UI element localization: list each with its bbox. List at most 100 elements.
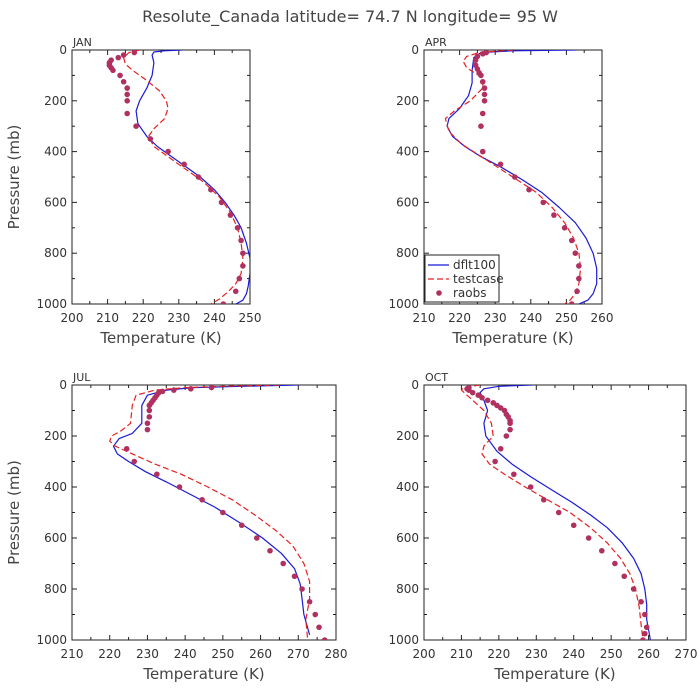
x-tick-label: 220 — [487, 647, 510, 661]
raobs-point — [124, 85, 130, 91]
y-tick-label: 0 — [411, 43, 419, 57]
dflt100-line — [112, 385, 311, 636]
testcase-line — [109, 385, 311, 640]
raobs-point — [220, 509, 226, 516]
y-tick-label: 0 — [59, 43, 67, 57]
plot-area — [109, 385, 328, 640]
raobs-point — [481, 91, 488, 98]
raobs-point — [570, 522, 577, 529]
raobs-point — [568, 301, 575, 304]
y-tick-label: 400 — [44, 480, 67, 494]
y-tick-label: 800 — [44, 246, 67, 260]
x-tick-label: 220 — [98, 647, 121, 661]
raobs-point — [280, 560, 287, 567]
legend-label: raobs — [453, 286, 487, 300]
panel-oct: 200 210 220 230 240 250 260 270 0 200 400 600 800 100… — [388, 371, 697, 683]
x-tick-label: 210 — [61, 647, 84, 661]
raobs-point — [478, 123, 484, 129]
dflt100-line — [479, 385, 651, 640]
raobs-point — [188, 386, 194, 392]
raobs-point — [526, 186, 532, 193]
raobs-point — [171, 387, 177, 393]
x-tick-label: 230 — [167, 311, 190, 325]
y-tick-label: 1000 — [36, 633, 67, 647]
raobs-point — [572, 250, 579, 256]
legend-label: dflt100 — [453, 258, 496, 272]
raobs-point — [540, 496, 547, 503]
raobs-point — [144, 426, 151, 433]
panel-label: JUL — [72, 371, 91, 384]
y-tick-label: 600 — [396, 195, 419, 209]
x-tick-label: 230 — [136, 647, 159, 661]
x-tick-label: 240 — [562, 647, 585, 661]
raobs-point — [120, 52, 127, 58]
raobs-point — [478, 72, 484, 79]
raobs-point — [585, 535, 592, 541]
raobs-point — [576, 275, 582, 282]
x-tick-label: 250 — [555, 311, 578, 325]
raobs-point — [306, 598, 313, 605]
dflt100-line — [135, 50, 250, 304]
raobs-point — [154, 471, 160, 478]
raobs-point — [123, 445, 130, 452]
raobs-point — [481, 98, 488, 104]
raobs-point — [503, 433, 510, 439]
raobs-point — [176, 484, 183, 490]
raobs-point — [484, 397, 491, 404]
raobs-point — [511, 174, 518, 180]
raobs-point — [147, 136, 154, 142]
legend-raobs-marker — [436, 290, 442, 296]
raobs-point — [220, 301, 227, 304]
raobs-point — [253, 535, 260, 541]
x-tick-label: 230 — [525, 647, 548, 661]
raobs-point — [146, 407, 153, 414]
raobs-point — [507, 420, 513, 427]
raobs-point — [181, 161, 187, 168]
raobs-point — [146, 402, 153, 409]
raobs-point — [621, 573, 628, 580]
x-tick-label: 250 — [600, 647, 623, 661]
raobs-point — [291, 573, 298, 580]
raobs-point — [240, 250, 246, 256]
x-tick-label: 240 — [519, 311, 542, 325]
raobs-point — [238, 237, 244, 244]
raobs-point — [299, 586, 305, 592]
raobs-point — [208, 385, 215, 391]
raobs-point — [124, 91, 130, 98]
y-tick-label: 800 — [44, 582, 67, 596]
y-tick-label: 400 — [396, 145, 419, 159]
raobs-point — [561, 225, 568, 231]
x-tick-label: 260 — [637, 647, 660, 661]
y-tick-label: 600 — [44, 195, 67, 209]
x-axis-label: Temperature (K) — [142, 665, 264, 683]
raobs-point — [267, 547, 273, 554]
y-axis-label: Pressure (mb) — [5, 125, 23, 230]
raobs-point — [479, 78, 486, 85]
raobs-point — [199, 496, 205, 503]
y-tick-label: 200 — [396, 429, 419, 443]
raobs-point — [576, 263, 582, 269]
y-tick-label: 800 — [396, 246, 419, 260]
x-tick-label: 200 — [413, 647, 436, 661]
raobs-point — [227, 212, 234, 218]
raobs-point — [612, 560, 618, 567]
raobs-point — [479, 51, 486, 57]
y-tick-label: 1000 — [388, 633, 419, 647]
x-axis-label: Temperature (K) — [451, 329, 573, 347]
y-tick-label: 400 — [396, 480, 419, 494]
y-tick-label: 200 — [44, 429, 67, 443]
raobs-point — [640, 637, 646, 640]
x-tick-label: 230 — [484, 311, 507, 325]
y-tick-label: 0 — [59, 378, 67, 392]
raobs-point — [638, 598, 644, 605]
raobs-point — [642, 611, 648, 618]
raobs-point — [492, 458, 498, 465]
raobs-point — [479, 148, 486, 155]
panel-label: OCT — [425, 371, 448, 384]
raobs-point — [551, 212, 557, 218]
raobs-point — [218, 199, 225, 206]
raobs-point — [124, 98, 130, 104]
raobs-point — [642, 630, 648, 637]
y-tick-label: 400 — [44, 145, 67, 159]
testcase-line — [460, 385, 644, 640]
